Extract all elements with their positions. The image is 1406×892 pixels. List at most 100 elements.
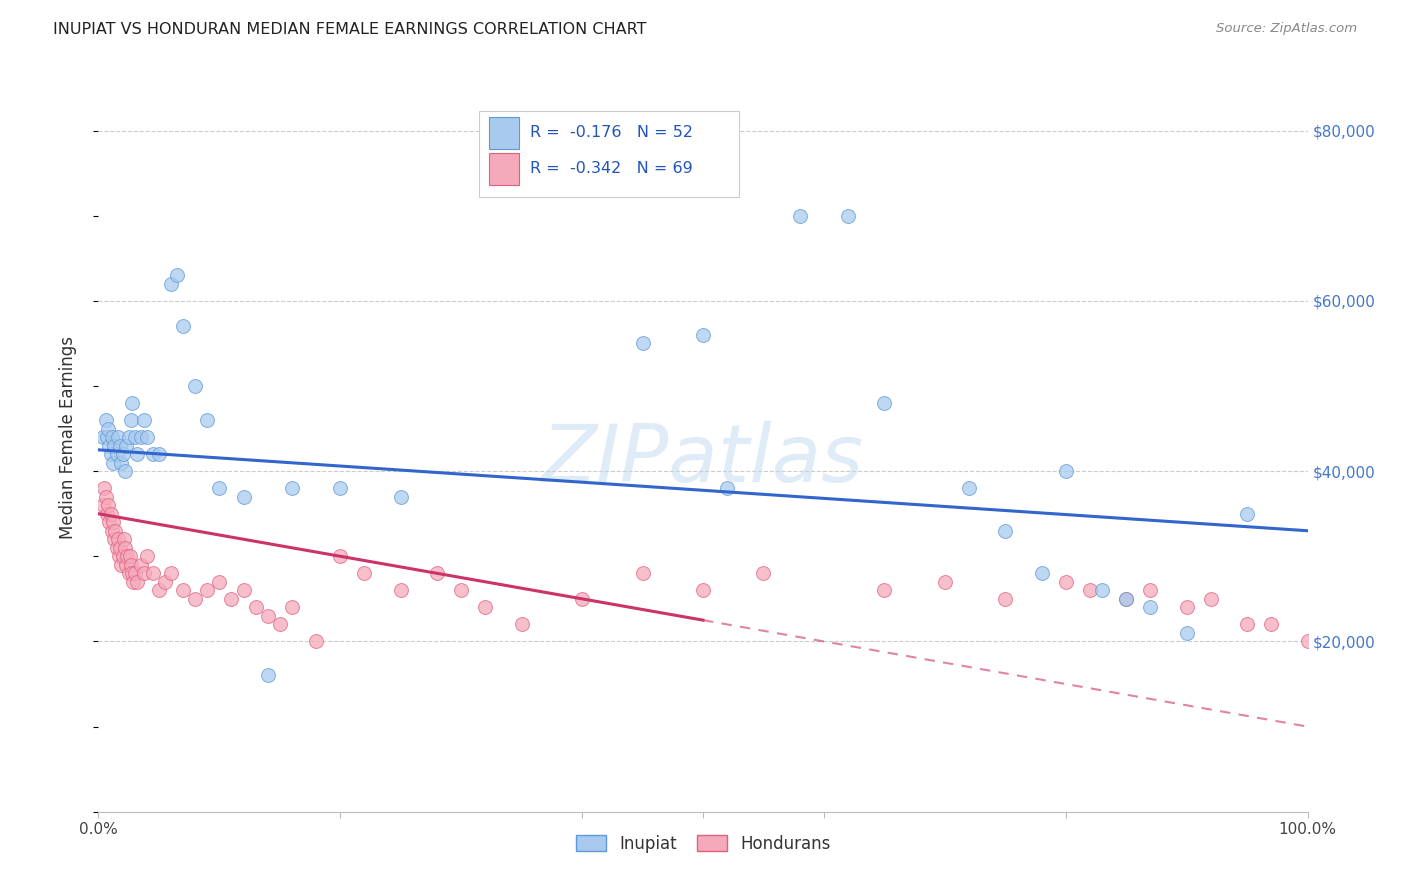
Point <box>474 600 496 615</box>
Point <box>1175 626 1198 640</box>
Point <box>184 379 207 393</box>
Point <box>256 608 278 623</box>
Point <box>389 490 412 504</box>
Point <box>571 591 593 606</box>
Point <box>1139 583 1161 598</box>
FancyBboxPatch shape <box>479 112 740 197</box>
Point <box>426 566 449 581</box>
Point <box>97 421 120 435</box>
Point <box>97 498 120 512</box>
Point <box>108 541 131 555</box>
Point <box>103 533 125 547</box>
Point <box>118 549 141 564</box>
Point <box>172 583 194 598</box>
Point <box>1296 634 1319 648</box>
Point <box>111 447 134 461</box>
Point <box>103 439 125 453</box>
Point <box>873 583 896 598</box>
Point <box>124 566 146 581</box>
Point <box>100 447 122 461</box>
Point <box>510 617 533 632</box>
Point <box>1236 507 1258 521</box>
Point <box>100 524 122 538</box>
Point <box>120 558 142 572</box>
Point <box>134 413 156 427</box>
Point <box>104 524 127 538</box>
Point <box>873 396 896 410</box>
Point <box>94 413 117 427</box>
Point <box>281 481 304 495</box>
Point <box>1260 617 1282 632</box>
Point <box>450 583 472 598</box>
Point <box>114 541 136 555</box>
Point <box>281 600 304 615</box>
Point <box>121 566 143 581</box>
Point <box>631 566 654 581</box>
Point <box>98 515 121 529</box>
Point <box>108 549 131 564</box>
Text: R =  -0.176   N = 52: R = -0.176 N = 52 <box>530 126 693 140</box>
Point <box>91 430 114 444</box>
Point <box>1091 583 1114 598</box>
Text: Source: ZipAtlas.com: Source: ZipAtlas.com <box>1216 22 1357 36</box>
Point <box>232 583 254 598</box>
Text: INUPIAT VS HONDURAN MEDIAN FEMALE EARNINGS CORRELATION CHART: INUPIAT VS HONDURAN MEDIAN FEMALE EARNIN… <box>53 22 647 37</box>
Point <box>111 549 134 564</box>
Point <box>692 583 714 598</box>
Point <box>98 439 121 453</box>
Point <box>108 439 131 453</box>
Point <box>101 456 124 470</box>
Point <box>353 566 375 581</box>
Point <box>135 430 157 444</box>
Point <box>631 336 654 351</box>
Point <box>716 481 738 495</box>
Point <box>752 566 775 581</box>
Point <box>153 574 176 589</box>
Point <box>134 566 156 581</box>
Point <box>1199 591 1222 606</box>
Point <box>329 549 352 564</box>
Point <box>96 430 118 444</box>
Point <box>129 558 152 572</box>
Point <box>1054 464 1077 478</box>
Point <box>127 447 149 461</box>
Point <box>195 583 218 598</box>
Point <box>129 430 152 444</box>
Point <box>96 507 118 521</box>
Point <box>121 396 143 410</box>
Point <box>105 447 128 461</box>
Point <box>305 634 328 648</box>
Point <box>994 591 1017 606</box>
Point <box>1236 617 1258 632</box>
Point <box>256 668 278 682</box>
Point <box>1115 591 1137 606</box>
Point <box>94 490 117 504</box>
Point <box>100 507 122 521</box>
Point <box>994 524 1017 538</box>
Point <box>124 430 146 444</box>
Point <box>148 447 170 461</box>
Point <box>107 430 129 444</box>
Point <box>115 558 138 572</box>
Point <box>110 558 132 572</box>
Point <box>208 481 231 495</box>
Point <box>1175 600 1198 615</box>
Point <box>184 591 207 606</box>
Point <box>135 549 157 564</box>
Point <box>142 566 165 581</box>
Point <box>112 533 135 547</box>
Point <box>101 515 124 529</box>
Legend: Inupiat, Hondurans: Inupiat, Hondurans <box>569 829 837 860</box>
Point <box>389 583 412 598</box>
Point <box>1139 600 1161 615</box>
Point <box>160 277 183 291</box>
FancyBboxPatch shape <box>489 153 519 185</box>
Point <box>245 600 267 615</box>
Point <box>160 566 183 581</box>
Y-axis label: Median Female Earnings: Median Female Earnings <box>59 335 77 539</box>
Point <box>127 574 149 589</box>
Point <box>120 413 142 427</box>
Point <box>269 617 291 632</box>
Point <box>105 541 128 555</box>
Point <box>142 447 165 461</box>
